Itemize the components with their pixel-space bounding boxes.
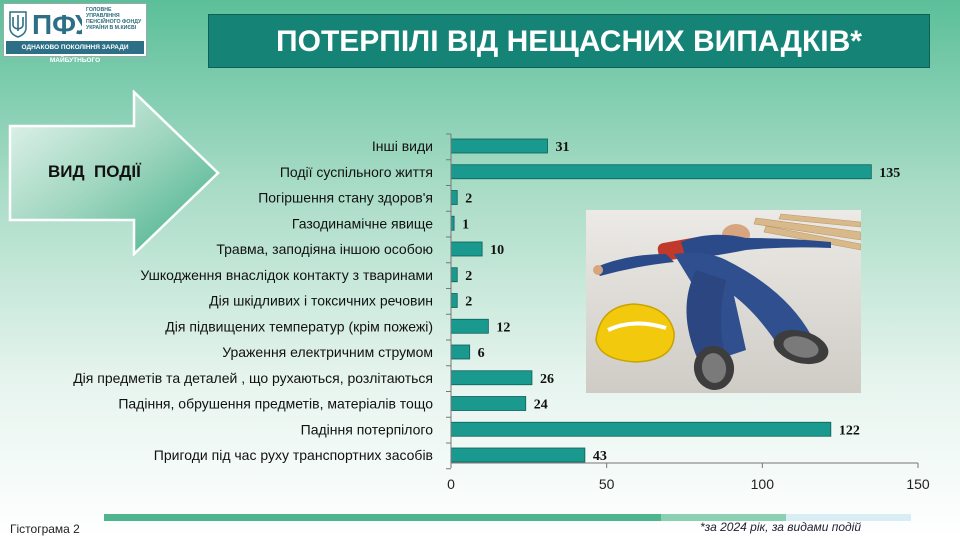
data-label: 2 <box>465 192 472 207</box>
bar <box>450 344 471 360</box>
data-label: 135 <box>879 166 900 181</box>
x-tick-label: 0 <box>447 476 455 492</box>
x-tick-label: 50 <box>599 476 615 492</box>
trident-icon <box>9 11 27 38</box>
pfu-logo: ПФУ ГОЛОВНЕ УПРАВЛІННЯ ПЕНСІЙНОГО ФОНДУ … <box>3 3 147 64</box>
bar <box>450 396 527 411</box>
bar <box>450 190 458 205</box>
page-title: ПОТЕРПІЛІ ВІД НЕЩАСНИХ ВИПАДКІВ* <box>208 14 930 68</box>
footnote: *за 2024 рік, за видами подій <box>700 520 862 534</box>
bar <box>450 318 489 334</box>
category-label: Дія шкідливих і токсичних речовин <box>209 293 433 309</box>
category-label: Травма, заподіяна іншою особою <box>216 241 433 257</box>
category-label: Газодинамічне явище <box>292 215 433 231</box>
category-label: Інші види <box>372 138 433 154</box>
bar <box>450 370 533 386</box>
arrow-label: ВИД ПОДІЇ <box>48 162 141 181</box>
org-name: ГОЛОВНЕ УПРАВЛІННЯ ПЕНСІЙНОГО ФОНДУ УКРА… <box>86 7 142 31</box>
data-label: 6 <box>478 346 485 361</box>
bar <box>450 267 458 283</box>
category-label: Ураження електричним струмом <box>222 344 433 360</box>
category-label: Дія предметів та деталей , що рухаються,… <box>73 370 433 386</box>
logo-tagline: ОДНАКОВО ПОКОЛІННЯ ЗАРАДИ МАЙБУТНЬОГО <box>6 41 144 64</box>
bar <box>450 447 586 463</box>
x-tick-label: 100 <box>751 476 775 492</box>
arrow-shape <box>8 89 220 257</box>
bar <box>450 138 548 154</box>
category-label: Події суспільного життя <box>280 164 433 180</box>
data-label: 2 <box>465 295 472 310</box>
bar <box>450 241 483 257</box>
category-label: Пригоди під час руху транспортних засобі… <box>154 447 433 463</box>
data-label: 24 <box>534 398 548 413</box>
bottom-decor-strip <box>104 514 911 521</box>
data-label: 12 <box>496 320 510 335</box>
data-label: 31 <box>556 140 570 155</box>
bar <box>450 293 458 308</box>
data-label: 26 <box>540 372 554 387</box>
histogram-caption: Гістограма 2 <box>10 522 80 536</box>
bar <box>450 421 832 437</box>
data-label: 2 <box>465 269 472 284</box>
data-label: 122 <box>839 423 860 438</box>
data-label: 10 <box>490 243 504 258</box>
category-label: Погіршення стану здоров'я <box>258 190 433 206</box>
x-tick-label: 150 <box>906 476 930 492</box>
category-label: Падіння потерпілого <box>301 421 434 437</box>
category-label: Ушкодження внаслідок контакту з тваринам… <box>140 267 433 283</box>
category-label: Дія підвищених температур (крім пожежі) <box>165 318 433 334</box>
category-arrow: ВИД ПОДІЇ <box>8 89 220 257</box>
data-label: 43 <box>593 449 607 464</box>
injured-worker-photo <box>586 210 862 393</box>
data-label: 1 <box>462 217 469 232</box>
category-label: Падіння, обрушення предметів, матеріалів… <box>118 396 433 412</box>
bar <box>450 164 872 180</box>
